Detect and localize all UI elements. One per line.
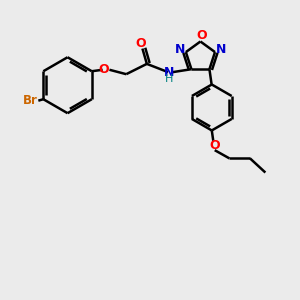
Text: H: H [165,74,173,84]
Text: O: O [196,29,207,42]
Text: N: N [164,66,174,79]
Text: O: O [99,63,110,76]
Text: O: O [136,37,146,50]
Text: Br: Br [22,94,38,107]
Text: N: N [216,43,226,56]
Text: N: N [175,43,185,56]
Text: O: O [209,139,220,152]
